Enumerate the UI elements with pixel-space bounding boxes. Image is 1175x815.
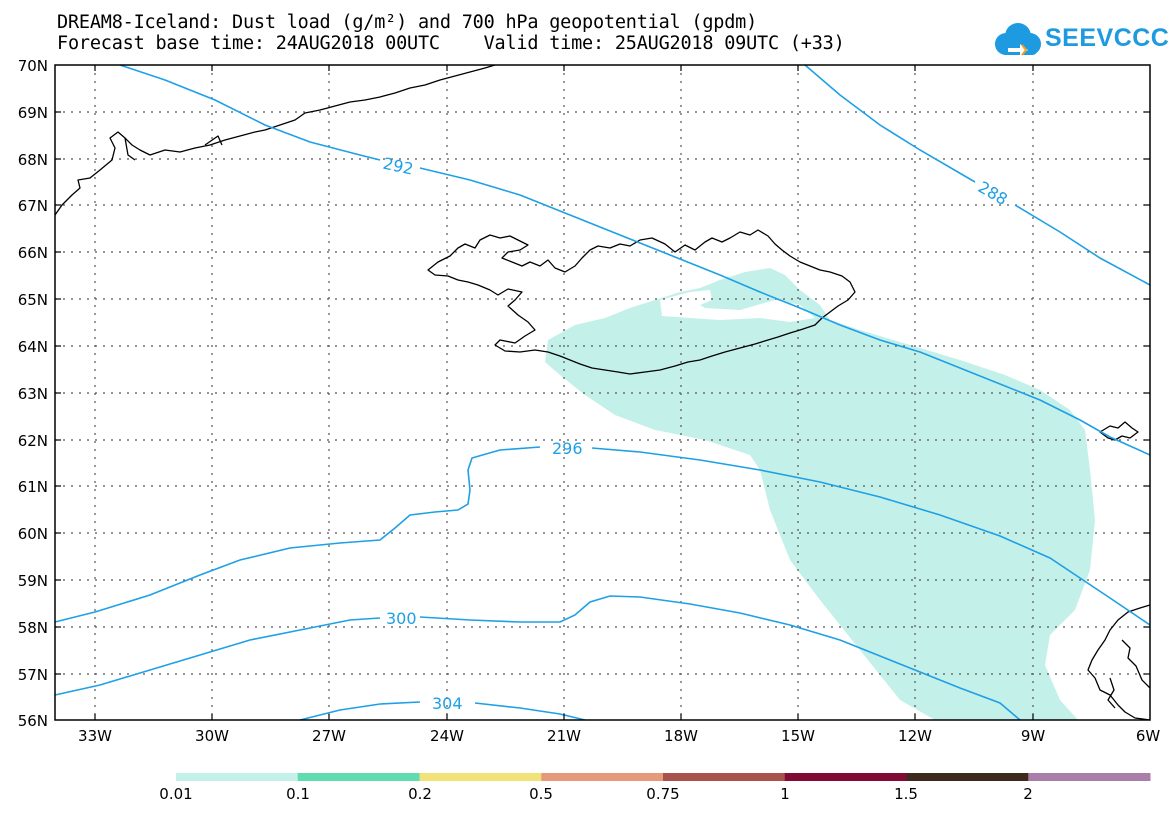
- lat-label: 59N: [18, 572, 48, 590]
- colorbar-segment: [663, 773, 786, 781]
- colorbar: [176, 773, 1151, 781]
- lon-label: 18W: [664, 727, 698, 745]
- lat-label: 61N: [18, 478, 48, 496]
- logo-text: SEEVCCC: [1045, 24, 1170, 52]
- greenland-coast: [54, 64, 496, 216]
- seevccc-logo: [995, 23, 1041, 56]
- dust-gap: [660, 290, 815, 322]
- scotland-coast: [1087, 604, 1151, 721]
- lat-label: 62N: [18, 432, 48, 450]
- colorbar-label: 2: [1023, 785, 1033, 803]
- lon-label: 30W: [195, 727, 229, 745]
- contour-300: [54, 595, 1021, 721]
- colorbar-segment: [297, 773, 420, 781]
- colorbar-segment: [906, 773, 1029, 781]
- contour-label-304: 304: [432, 694, 463, 713]
- colorbar-label: 1: [780, 785, 790, 803]
- lon-label: 12W: [898, 727, 932, 745]
- colorbar-segment: [176, 773, 299, 781]
- lat-label: 63N: [18, 385, 48, 403]
- contour-292: [119, 64, 1151, 456]
- lat-label: 65N: [18, 291, 48, 309]
- lat-axis-labels: 70N 69N 68N 67N 66N 65N 64N 63N 62N 61N …: [18, 57, 48, 730]
- lat-label: 60N: [18, 525, 48, 543]
- colorbar-label: 0.5: [529, 785, 553, 803]
- contour-296: [54, 446, 1151, 626]
- lon-label: 15W: [781, 727, 815, 745]
- cloud-arrow-icon: [995, 23, 1041, 56]
- lon-axis-labels: 33W 30W 27W 24W 21W 18W 15W 12W 9W 6W: [78, 727, 1160, 745]
- lat-label: 69N: [18, 104, 48, 122]
- geopotential-contours: [54, 64, 1151, 721]
- lat-label: 56N: [18, 712, 48, 730]
- lon-label: 9W: [1021, 727, 1046, 745]
- lon-label: 33W: [78, 727, 112, 745]
- contour-label-300: 300: [386, 609, 417, 628]
- faroe-islands: [1099, 421, 1139, 441]
- axis-ticks: [55, 65, 1150, 720]
- lat-label: 57N: [18, 666, 48, 684]
- lat-label: 66N: [18, 244, 48, 262]
- lat-label: 67N: [18, 197, 48, 215]
- lat-label: 70N: [18, 57, 48, 75]
- colorbar-segment: [1028, 773, 1151, 781]
- lon-label: 27W: [312, 727, 346, 745]
- colorbar-label: 0.1: [286, 785, 310, 803]
- contour-label-296: 296: [552, 439, 583, 458]
- contour-label-292: 292: [381, 154, 415, 179]
- contour-label-288: 288: [975, 177, 1011, 209]
- contour-304: [299, 701, 586, 721]
- colorbar-label: 0.75: [646, 785, 680, 803]
- forecast-time-subtitle: Forecast base time: 24AUG2018 00UTC Vali…: [57, 33, 845, 54]
- graticule: [55, 65, 1150, 720]
- lat-label: 68N: [18, 151, 48, 169]
- dust-plume: [545, 268, 1095, 720]
- contour-labels: 292 288 296 300 304: [381, 154, 1011, 713]
- lat-label: 64N: [18, 338, 48, 356]
- lon-label: 24W: [430, 727, 464, 745]
- coastlines: [54, 64, 1151, 721]
- map-title: DREAM8-Iceland: Dust load (g/m²) and 700…: [57, 12, 758, 33]
- colorbar-segment: [784, 773, 907, 781]
- colorbar-segment: [541, 773, 664, 781]
- contour-288: [804, 64, 1151, 286]
- colorbar-label: 0.2: [408, 785, 432, 803]
- colorbar-label: 0.01: [159, 785, 193, 803]
- lat-label: 58N: [18, 619, 48, 637]
- iceland-coast: [427, 229, 856, 375]
- lon-label: 21W: [547, 727, 581, 745]
- colorbar-label: 1.5: [894, 785, 918, 803]
- colorbar-segment: [419, 773, 542, 781]
- lon-label: 6W: [1136, 727, 1161, 745]
